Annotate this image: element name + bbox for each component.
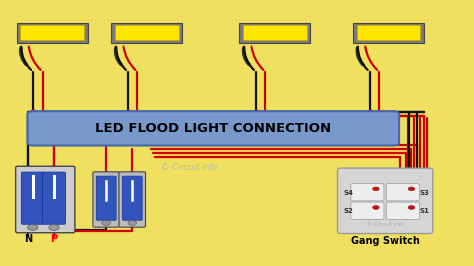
FancyBboxPatch shape — [337, 168, 433, 234]
Text: LED FLOOD LIGHT CONNECTION: LED FLOOD LIGHT CONNECTION — [95, 122, 331, 135]
Polygon shape — [20, 25, 84, 40]
FancyBboxPatch shape — [27, 111, 399, 146]
Polygon shape — [17, 23, 88, 43]
Circle shape — [49, 225, 59, 230]
Polygon shape — [115, 25, 179, 40]
Circle shape — [102, 221, 110, 225]
FancyBboxPatch shape — [119, 172, 146, 227]
Circle shape — [27, 225, 38, 230]
Circle shape — [408, 187, 415, 191]
FancyBboxPatch shape — [96, 176, 116, 220]
FancyBboxPatch shape — [386, 184, 419, 201]
Polygon shape — [357, 25, 420, 40]
Text: Gang Switch: Gang Switch — [351, 236, 419, 246]
Text: S3: S3 — [419, 190, 429, 196]
FancyBboxPatch shape — [93, 172, 119, 227]
Text: S1: S1 — [419, 209, 429, 214]
Circle shape — [128, 221, 137, 225]
Text: S2: S2 — [344, 209, 354, 214]
Text: S4: S4 — [344, 190, 354, 196]
Circle shape — [408, 206, 415, 209]
Text: © Circuit info: © Circuit info — [366, 222, 404, 227]
FancyBboxPatch shape — [122, 176, 142, 220]
Polygon shape — [243, 25, 307, 40]
Polygon shape — [111, 23, 182, 43]
Circle shape — [373, 187, 379, 191]
Circle shape — [373, 206, 379, 209]
Text: N: N — [24, 234, 32, 244]
Text: © Circuit info: © Circuit info — [161, 163, 218, 172]
FancyBboxPatch shape — [351, 184, 384, 201]
Polygon shape — [353, 23, 424, 43]
FancyBboxPatch shape — [16, 166, 75, 233]
Polygon shape — [239, 23, 310, 43]
FancyBboxPatch shape — [21, 172, 44, 224]
Text: P: P — [50, 234, 58, 244]
FancyBboxPatch shape — [43, 172, 65, 224]
FancyBboxPatch shape — [351, 202, 384, 219]
FancyBboxPatch shape — [386, 202, 419, 219]
